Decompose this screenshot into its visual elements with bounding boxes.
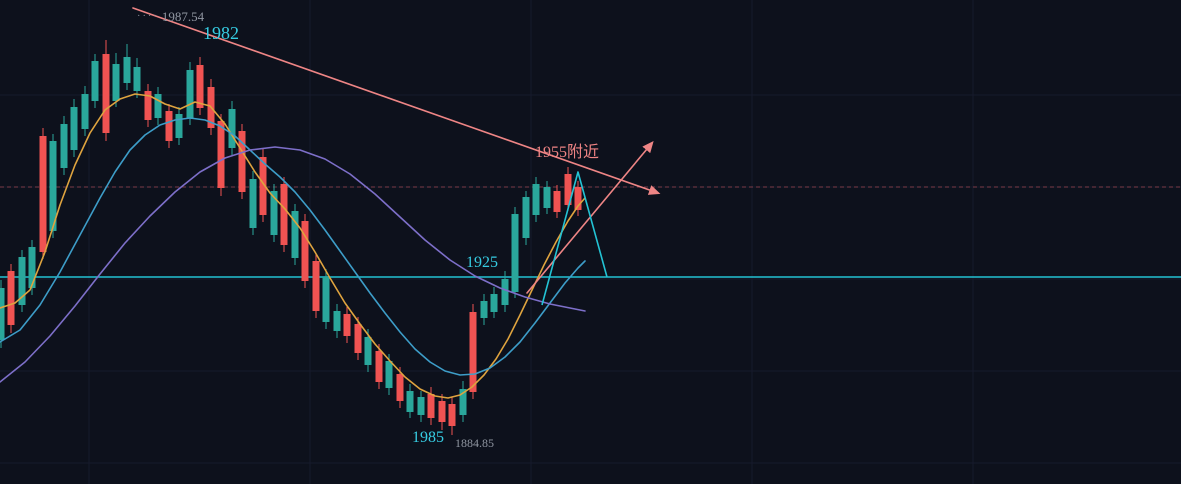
candles-layer [0,40,582,435]
ascending-arrow[interactable] [526,141,654,294]
ma-mid-line [0,117,586,376]
ma-slow-line [0,146,586,383]
projection-zigzag[interactable] [541,171,608,306]
descending-trendline[interactable] [132,7,661,195]
ma-fast-line [0,93,586,399]
